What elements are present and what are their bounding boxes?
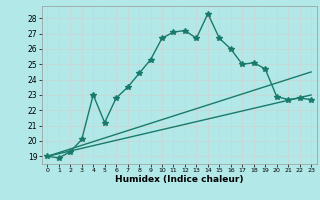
X-axis label: Humidex (Indice chaleur): Humidex (Indice chaleur)	[115, 175, 244, 184]
